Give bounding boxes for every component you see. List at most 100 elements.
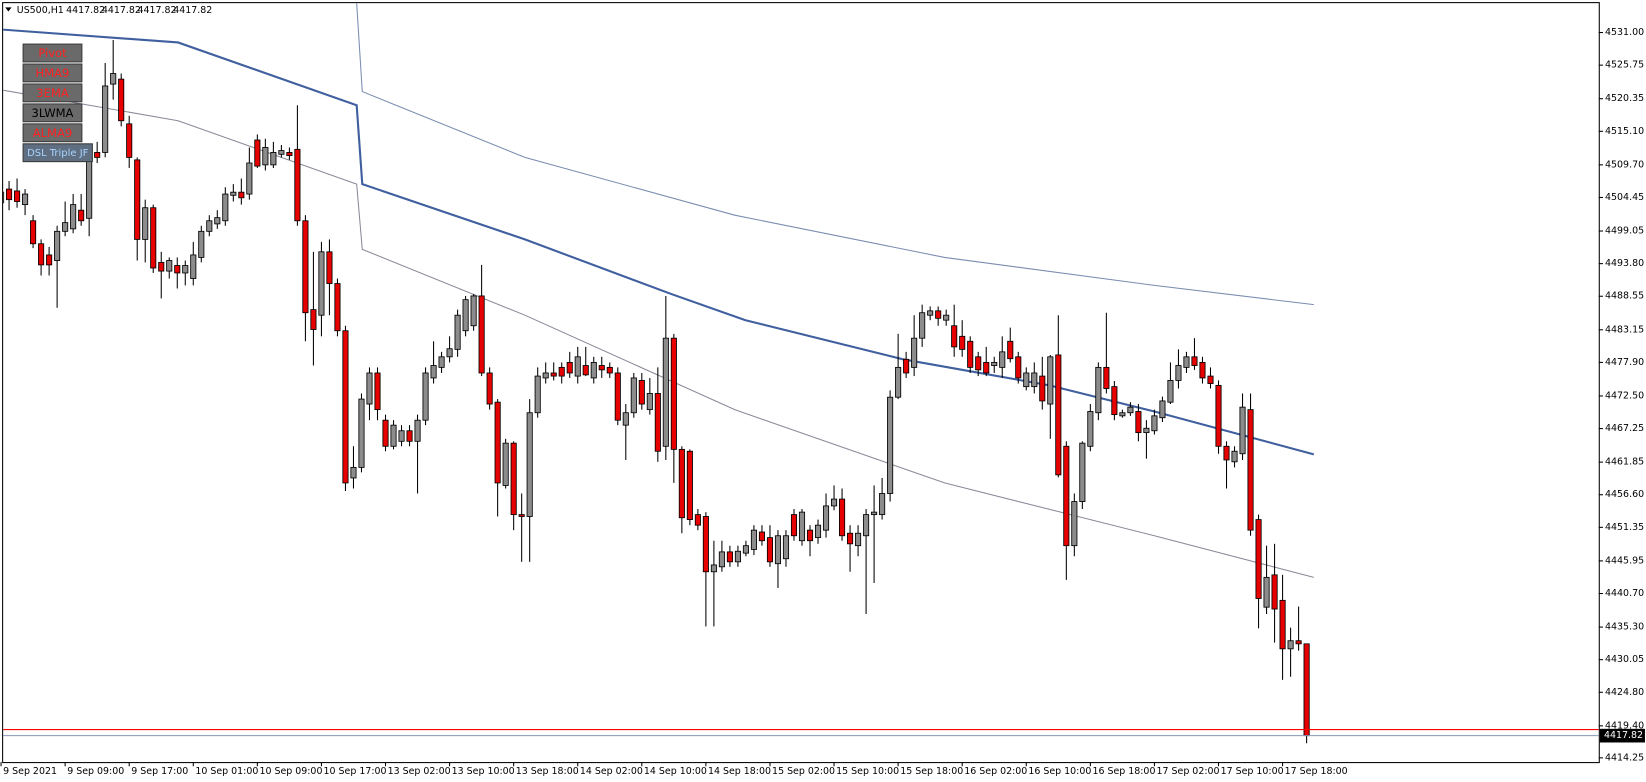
- button-face[interactable]: [22, 123, 83, 143]
- candle-body: [806, 529, 814, 542]
- x-tick-label: 13 Sep 18:00: [516, 766, 579, 777]
- button-face[interactable]: [22, 43, 83, 63]
- button-label[interactable]: Pivot: [38, 46, 67, 60]
- indicator-button[interactable]: 3LWMA: [22, 103, 83, 123]
- candle-body: [670, 337, 677, 450]
- price-label: 4417.82: [1604, 730, 1643, 741]
- y-tick-label: 4520.35: [1605, 93, 1644, 104]
- x-tick-label: 16 Sep 18:00: [1092, 766, 1155, 777]
- x-tick-label: 10 Sep 09:00: [259, 766, 322, 777]
- candle-body: [847, 532, 854, 545]
- indicator-button[interactable]: DSL Triple JF: [22, 143, 93, 163]
- y-tick-label: 4488.55: [1605, 291, 1644, 302]
- candle-body: [1039, 375, 1046, 402]
- candle-body: [774, 535, 782, 565]
- candle-body: [1055, 354, 1062, 476]
- header-value: 4417.82: [66, 5, 105, 16]
- header-value: 4417.82: [102, 5, 141, 16]
- plot-frame: [2, 2, 1600, 764]
- candle-body: [454, 314, 461, 350]
- y-tick-label: 4456.60: [1605, 489, 1644, 500]
- candle-body: [1231, 450, 1238, 463]
- button-label[interactable]: DSL Triple JF: [27, 148, 89, 159]
- candle-body: [438, 356, 445, 368]
- candle-body: [702, 516, 709, 573]
- indicator-button[interactable]: ALMA9: [22, 123, 83, 143]
- button-face[interactable]: [22, 63, 83, 83]
- candle-body: [1175, 365, 1182, 381]
- candle-body: [1223, 445, 1230, 461]
- indicator-line: [3, 89, 1314, 578]
- candle-body: [919, 312, 926, 339]
- candle-body: [1143, 427, 1150, 434]
- axes: 4531.00 4525.75 4520.35 4515.10 4509.70 4504.…: [0, 27, 1645, 777]
- candle-body: [70, 204, 77, 230]
- candle-body: [478, 295, 485, 374]
- candle-body: [1111, 386, 1118, 416]
- candle-body: [302, 220, 309, 314]
- menu-arrow[interactable]: [5, 7, 12, 12]
- button-label[interactable]: 3EMA: [36, 86, 69, 100]
- candle-body: [286, 152, 293, 156]
- candle-body: [30, 220, 37, 245]
- y-tick-label: 4472.50: [1605, 390, 1644, 401]
- candle-body: [214, 217, 221, 225]
- candle-body: [895, 366, 902, 398]
- candle-body: [1023, 372, 1030, 388]
- candle-body: [566, 361, 573, 374]
- indicator-button[interactable]: HMA9: [22, 63, 83, 83]
- candle-body: [959, 335, 966, 350]
- y-tick-label: 4493.80: [1605, 258, 1644, 269]
- candle-body: [6, 188, 13, 201]
- x-tick-label: 16 Sep 10:00: [1028, 766, 1091, 777]
- candle-body: [134, 159, 141, 240]
- indicator-line: [3, 28, 1315, 456]
- y-tick-label: 4477.90: [1605, 357, 1644, 368]
- candle-body: [1295, 640, 1302, 645]
- candle-body: [558, 366, 565, 377]
- candle-body: [734, 550, 741, 563]
- x-tick-label: 17 Sep 18:00: [1285, 766, 1348, 777]
- button-face[interactable]: [22, 83, 83, 103]
- candle-body: [863, 514, 870, 537]
- candle-body: [198, 230, 205, 258]
- candle-body: [694, 514, 701, 526]
- x-tick-label: 10 Sep 17:00: [324, 766, 387, 777]
- candle-body: [1263, 576, 1270, 608]
- candle-body: [646, 393, 653, 411]
- candle-body: [94, 152, 101, 158]
- x-tick-label: 10 Sep 01:00: [195, 766, 258, 777]
- candle-body: [414, 419, 421, 442]
- indicator-button[interactable]: 3EMA: [22, 83, 83, 103]
- button-label[interactable]: ALMA9: [33, 126, 73, 140]
- button-face[interactable]: [22, 103, 83, 123]
- button-label[interactable]: 3LWMA: [32, 106, 74, 120]
- y-tick-label: 4451.35: [1605, 522, 1644, 533]
- candle-body: [606, 366, 613, 374]
- candle-body: [1159, 400, 1166, 419]
- candle-body: [1167, 380, 1174, 403]
- candle-body: [1103, 366, 1110, 389]
- button-face[interactable]: [22, 143, 93, 163]
- x-tick-label: 14 Sep 10:00: [644, 766, 707, 777]
- candle-body: [502, 442, 509, 486]
- candle-body: [86, 155, 93, 219]
- candle-body: [1095, 366, 1102, 414]
- candle-body: [22, 193, 29, 206]
- candle-body: [903, 358, 910, 374]
- indicator-button[interactable]: Pivot: [22, 43, 83, 63]
- candle-body: [486, 372, 493, 405]
- x-tick-label: 14 Sep 02:00: [580, 766, 643, 777]
- x-tick-label: 9 Sep 09:00: [67, 766, 124, 777]
- candle-body: [630, 377, 637, 414]
- candle-body: [294, 148, 301, 222]
- candle-body: [174, 265, 181, 274]
- candle-body: [1271, 574, 1278, 610]
- candle-body: [935, 310, 942, 319]
- y-tick-label: 4515.10: [1605, 126, 1644, 137]
- button-label[interactable]: HMA9: [36, 66, 70, 80]
- candle-body: [534, 375, 541, 414]
- price-label-box: [1599, 728, 1645, 743]
